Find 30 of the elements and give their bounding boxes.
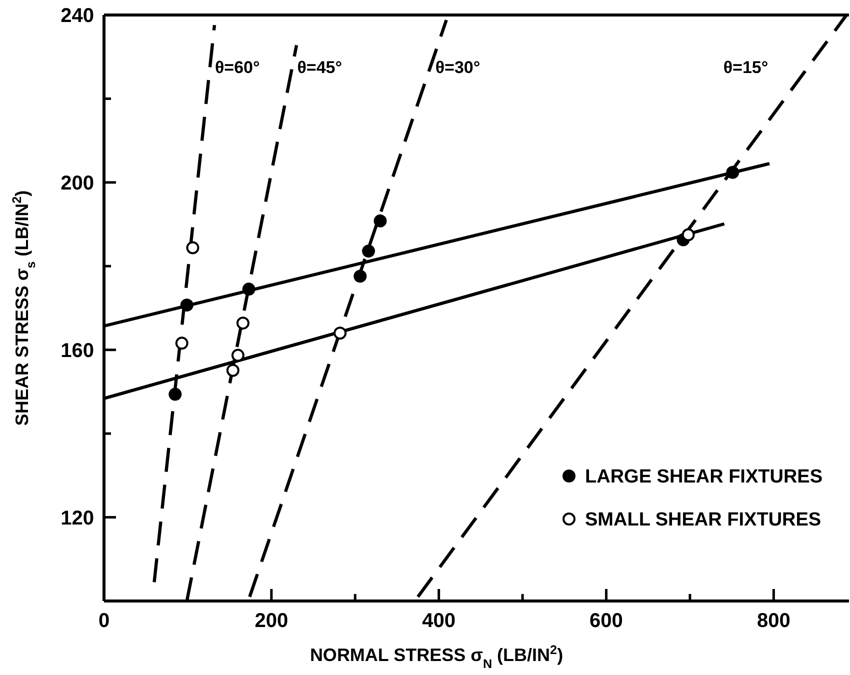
- series-label: θ=30°: [435, 58, 480, 77]
- point: [726, 166, 740, 179]
- point: [236, 316, 250, 330]
- legend-label: SMALL SHEAR FIXTURES: [585, 510, 822, 531]
- x-tick-label: 0: [98, 610, 110, 632]
- x-tick-label: 200: [254, 610, 288, 632]
- y-tick-label: 240: [60, 5, 94, 27]
- series-label: θ=15°: [723, 58, 768, 77]
- point: [231, 348, 244, 362]
- point: [362, 244, 376, 258]
- legend-label: LARGE SHEAR FIXTURES: [585, 466, 823, 488]
- point: [168, 388, 182, 401]
- point: [186, 241, 200, 254]
- point: [682, 228, 695, 242]
- point: [242, 282, 256, 296]
- point: [175, 336, 188, 350]
- point: [354, 270, 367, 283]
- point: [226, 364, 240, 377]
- x-axis-title: NORMAL STRESS σ$_{N}$ (LB/IN$^{2}$): [310, 643, 564, 671]
- x-tick-label: 400: [422, 610, 456, 632]
- y-tick-label: 160: [60, 340, 94, 362]
- series-label: θ=60°: [214, 58, 260, 77]
- point: [180, 298, 194, 312]
- point: [374, 214, 387, 228]
- x-tick-label: 800: [756, 610, 790, 632]
- point: [334, 326, 347, 340]
- y-tick-label: 200: [60, 172, 94, 194]
- series-label: θ=45°: [297, 58, 342, 77]
- y-tick-label: 120: [60, 507, 94, 530]
- x-tick-label: 600: [590, 610, 623, 632]
